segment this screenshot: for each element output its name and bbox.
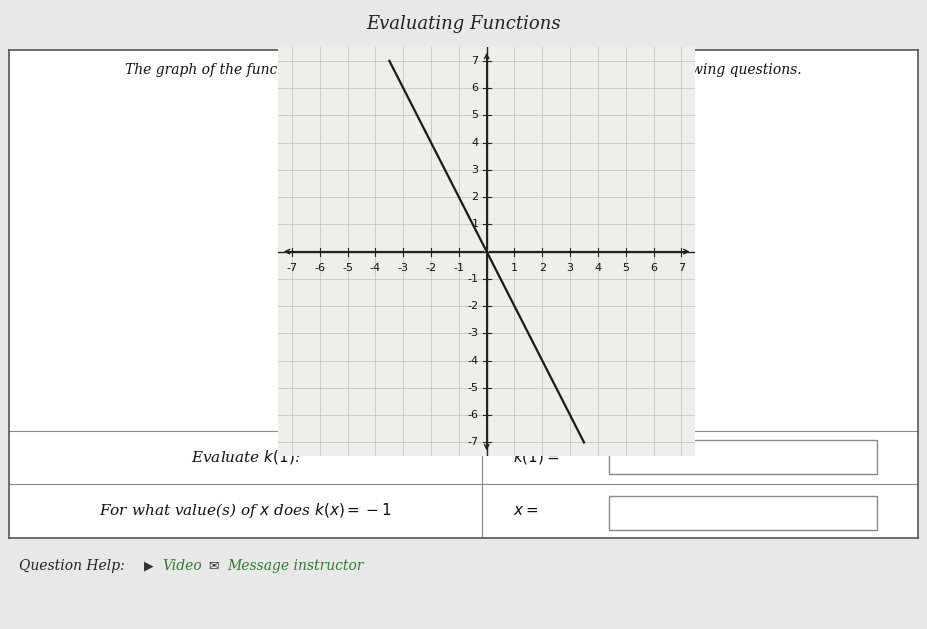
Text: $k(1) =$: $k(1) =$ [514, 448, 560, 466]
FancyBboxPatch shape [609, 496, 877, 530]
Text: 5: 5 [471, 110, 478, 120]
Text: -7: -7 [467, 437, 478, 447]
Text: Evaluate $k(1)$:: Evaluate $k(1)$: [191, 448, 300, 466]
Text: The graph of the function k(x) is shown below. Use the graph to answer the follo: The graph of the function k(x) is shown … [125, 62, 802, 77]
Text: ▶: ▶ [144, 560, 153, 572]
Text: 3: 3 [471, 165, 478, 175]
Text: 4: 4 [594, 262, 602, 272]
Text: 1: 1 [471, 220, 478, 230]
Text: -1: -1 [453, 262, 464, 272]
Text: -5: -5 [342, 262, 353, 272]
Text: -6: -6 [467, 410, 478, 420]
Text: Video: Video [162, 559, 202, 573]
Text: Question Help:: Question Help: [19, 559, 124, 573]
Text: $x =$: $x =$ [514, 504, 539, 518]
Text: 2: 2 [471, 192, 478, 202]
Text: -3: -3 [467, 328, 478, 338]
Text: 6: 6 [471, 83, 478, 93]
Text: -4: -4 [467, 355, 478, 365]
Text: -2: -2 [425, 262, 437, 272]
Text: ✉: ✉ [209, 560, 219, 572]
Text: 7: 7 [471, 56, 478, 66]
Text: 2: 2 [539, 262, 546, 272]
FancyBboxPatch shape [609, 440, 877, 474]
Text: 5: 5 [622, 262, 629, 272]
Text: -7: -7 [286, 262, 298, 272]
Text: 7: 7 [678, 262, 685, 272]
Text: Message instructor: Message instructor [227, 559, 363, 573]
Text: Evaluating Functions: Evaluating Functions [366, 14, 561, 33]
Text: -1: -1 [467, 274, 478, 284]
Text: 4: 4 [471, 138, 478, 148]
Text: -6: -6 [314, 262, 325, 272]
Text: -5: -5 [467, 383, 478, 393]
Text: For what value(s) of $x$ does $k(x) = -1$: For what value(s) of $x$ does $k(x) = -1… [99, 501, 392, 520]
Text: 6: 6 [650, 262, 657, 272]
Text: -4: -4 [370, 262, 381, 272]
Text: -2: -2 [467, 301, 478, 311]
Text: 1: 1 [511, 262, 518, 272]
Text: 3: 3 [566, 262, 574, 272]
Text: -3: -3 [398, 262, 409, 272]
